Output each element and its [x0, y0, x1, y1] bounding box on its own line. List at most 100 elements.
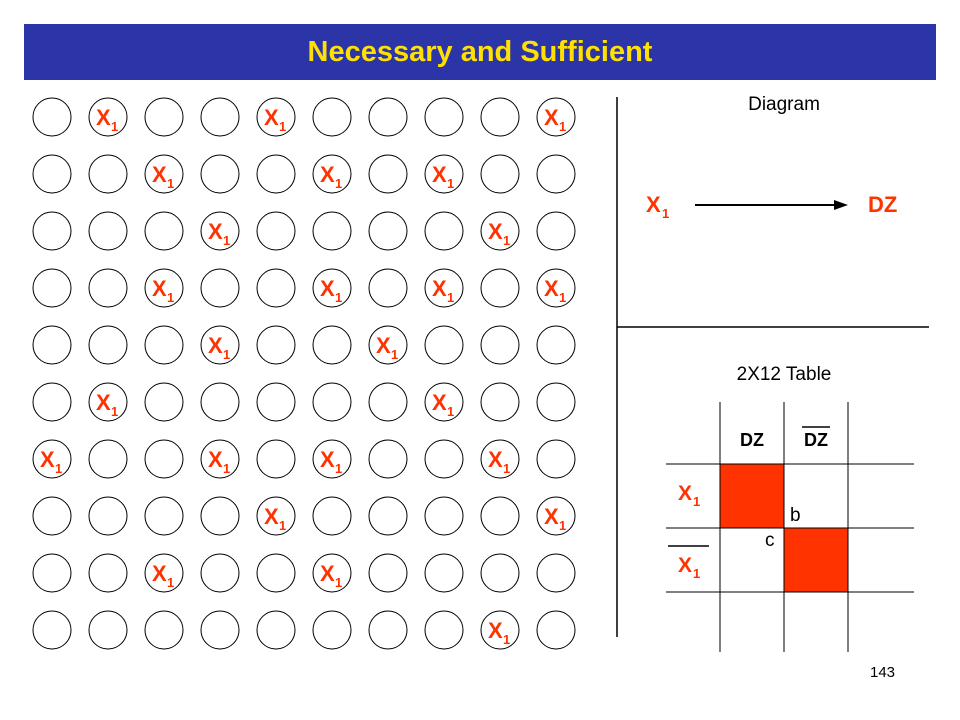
grid-circle: [424, 97, 464, 137]
grid-circle: [312, 268, 352, 308]
grid-marker-x: X: [152, 561, 167, 586]
grid-circle: [32, 496, 72, 536]
grid-circle: [32, 97, 72, 137]
grid-circle: [200, 553, 240, 593]
grid-marker-x: X: [544, 504, 559, 529]
grid-circle: [424, 496, 464, 536]
grid-marker-subscript: 1: [111, 119, 118, 134]
grid-circle: [480, 382, 520, 422]
grid-circle: [312, 439, 352, 479]
grid-circle: [32, 325, 72, 365]
table-cell-a: [720, 464, 784, 528]
grid-circle: [32, 154, 72, 194]
grid-circle: [424, 382, 464, 422]
grid-marker-x: X: [96, 105, 111, 130]
grid-marker-subscript: 1: [503, 632, 510, 647]
grid-circle: [144, 268, 184, 308]
grid-marker-x: X: [264, 504, 279, 529]
grid-marker-x: X: [432, 162, 447, 187]
grid-circle: [144, 439, 184, 479]
grid-marker-subscript: 1: [335, 461, 342, 476]
table-heading: 2X12 Table: [737, 364, 832, 385]
row-label-x: X: [678, 554, 692, 577]
grid-marker-x: X: [152, 162, 167, 187]
grid-circle: [536, 496, 576, 536]
grid-circle: [256, 610, 296, 650]
grid-marker-subscript: 1: [447, 404, 454, 419]
grid-circle: [480, 439, 520, 479]
grid-circle: [312, 496, 352, 536]
grid-circle: [200, 325, 240, 365]
grid-marker-subscript: 1: [335, 575, 342, 590]
grid-circle: [200, 610, 240, 650]
grid-circle: [424, 439, 464, 479]
grid-marker-x: X: [320, 447, 335, 472]
grid-circle: [368, 154, 408, 194]
grid-circle: [200, 496, 240, 536]
grid-marker-subscript: 1: [279, 119, 286, 134]
grid-circle: [312, 97, 352, 137]
table-cell-d: [784, 528, 848, 592]
grid-marker-x: X: [320, 162, 335, 187]
table-row-label-x1: X 1: [678, 482, 700, 509]
grid-circle: [32, 211, 72, 251]
grid-circle: [32, 268, 72, 308]
grid-circle: [88, 268, 128, 308]
grid-marker-subscript: 1: [167, 575, 174, 590]
grid-circle: [256, 154, 296, 194]
row-label-x: X: [678, 482, 692, 505]
grid-circle: [88, 154, 128, 194]
grid-circle: [480, 325, 520, 365]
grid-circle: [480, 268, 520, 308]
grid-circle: [256, 382, 296, 422]
grid-marker-x: X: [96, 390, 111, 415]
grid-circle: [424, 553, 464, 593]
grid-circle: [368, 610, 408, 650]
grid-marker-x: X: [208, 447, 223, 472]
row-label-subscript: 1: [693, 494, 700, 509]
grid-circle: [424, 268, 464, 308]
grid-circle: [368, 382, 408, 422]
arrow-head-icon: [834, 200, 848, 210]
table-cell-b-label: b: [790, 505, 801, 526]
grid-circle: [144, 97, 184, 137]
grid-marker-x: X: [208, 333, 223, 358]
grid-marker-subscript: 1: [559, 518, 566, 533]
grid-circle: [32, 553, 72, 593]
grid-circle: [312, 211, 352, 251]
grid-circle: [32, 439, 72, 479]
grid-marker-x: X: [320, 276, 335, 301]
grid-marker-subscript: 1: [223, 233, 230, 248]
grid-circle: [368, 97, 408, 137]
grid-circle: [480, 211, 520, 251]
grid-circle: [200, 268, 240, 308]
table-col-header-not-dz: DZ: [804, 430, 828, 450]
table-col-header-dz: DZ: [740, 430, 764, 450]
diagram-to-label: DZ: [868, 192, 897, 217]
grid-circle: [368, 439, 408, 479]
table-2x2: [666, 402, 914, 652]
grid-circle: [144, 154, 184, 194]
grid-circle: [536, 268, 576, 308]
grid-marker-subscript: 1: [335, 290, 342, 305]
grid-circle: [200, 439, 240, 479]
grid-circle: [368, 211, 408, 251]
grid-marker-subscript: 1: [335, 176, 342, 191]
grid-circle: [88, 553, 128, 593]
grid-circle: [144, 382, 184, 422]
page-number: 143: [870, 664, 896, 681]
grid-circle: [200, 382, 240, 422]
grid-marker-subscript: 1: [559, 119, 566, 134]
grid-circle: [144, 211, 184, 251]
grid-circle: [536, 553, 576, 593]
grid-circle: [424, 325, 464, 365]
grid-marker-subscript: 1: [223, 461, 230, 476]
grid-circle: [480, 496, 520, 536]
grid-circle: [88, 610, 128, 650]
grid-marker-subscript: 1: [391, 347, 398, 362]
circle-grid: X 1 X 1 X 1X 1 X 1 X 1X 1 X 1X 1 X 1 X 1 X 1X 1 X 1X 1 X 1X 1 X 1 X 1 X 1…: [32, 97, 576, 650]
grid-circle: [536, 439, 576, 479]
grid-marker-subscript: 1: [559, 290, 566, 305]
grid-circle: [32, 382, 72, 422]
grid-circle: [256, 97, 296, 137]
